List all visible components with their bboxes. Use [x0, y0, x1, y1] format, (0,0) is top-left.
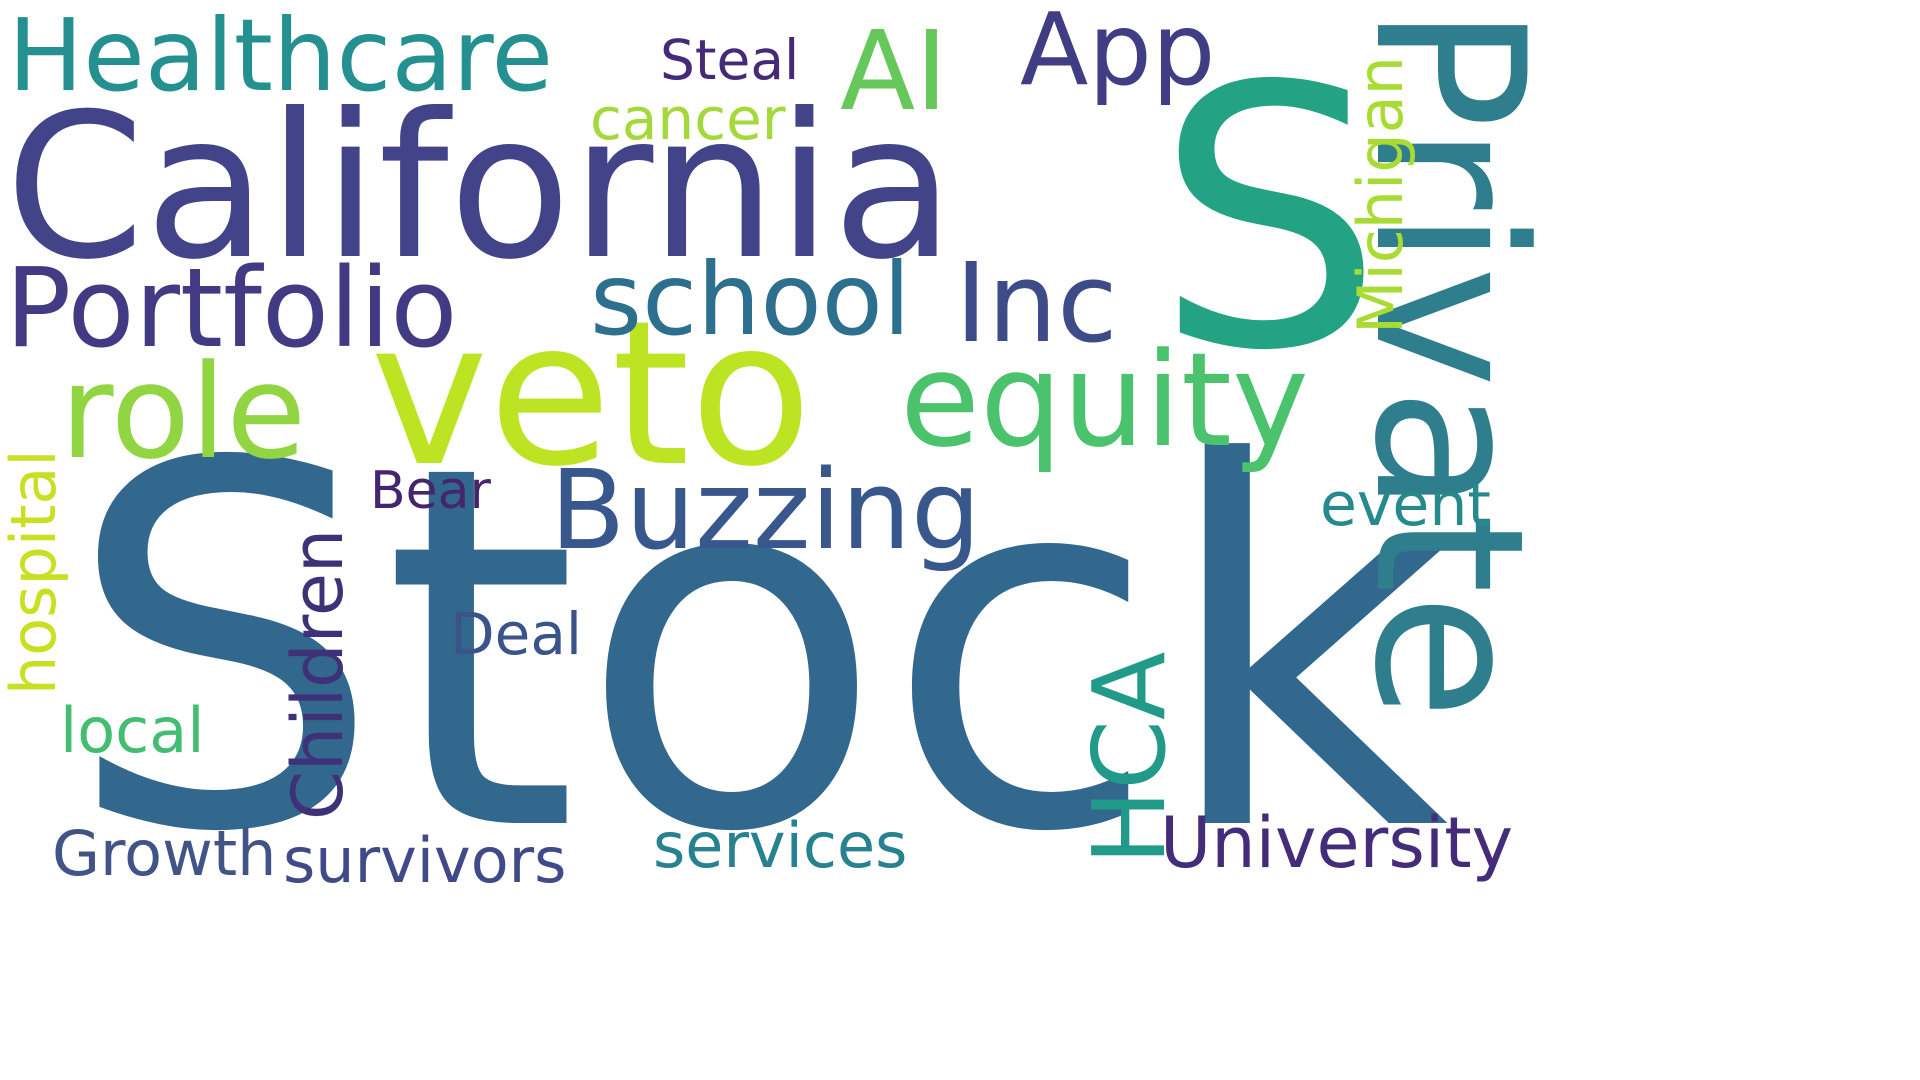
- word-s: S: [1155, 10, 1384, 429]
- word-equity: equity: [900, 324, 1309, 476]
- word-inc: Inc: [955, 239, 1118, 367]
- word-stock: Stock: [65, 359, 1449, 941]
- word-veto: veto: [370, 278, 813, 511]
- word-steal: Steal: [660, 28, 800, 92]
- word-healthcare: Healthcare: [8, 0, 554, 114]
- word-michigan: Michigan: [1344, 56, 1417, 334]
- word-services: services: [653, 809, 908, 882]
- word-growth: Growth: [52, 817, 277, 890]
- word-ai: AI: [840, 7, 948, 135]
- word-local: local: [60, 694, 205, 767]
- word-deal: Deal: [450, 600, 583, 668]
- word-portfolio: Portfolio: [5, 244, 458, 372]
- word-california: California: [5, 71, 955, 304]
- word-university: University: [1160, 802, 1514, 884]
- word-children: Children: [277, 528, 359, 820]
- word-survivors: survivors: [283, 824, 567, 897]
- word-bear: Bear: [370, 461, 491, 521]
- word-buzzing: Buzzing: [550, 446, 981, 574]
- word-event: event: [1320, 470, 1491, 540]
- word-app: App: [1020, 0, 1216, 108]
- word-cancer: cancer: [590, 85, 786, 153]
- word-role: role: [60, 336, 307, 488]
- word-hospital: hospital: [0, 449, 70, 695]
- word-school: school: [590, 241, 911, 358]
